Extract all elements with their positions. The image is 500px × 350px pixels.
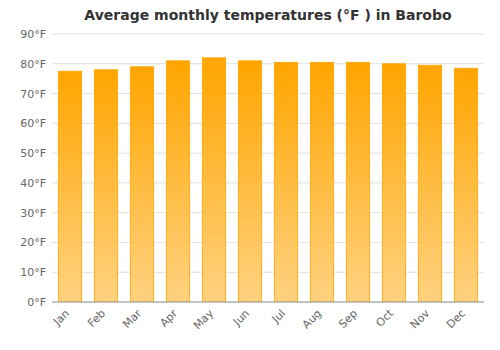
x-tick-label: Feb	[85, 307, 108, 330]
x-tick-label: Oct	[373, 306, 396, 329]
x-tick-label: Jul	[269, 307, 288, 326]
chart-svg: Average monthly temperatures (°F ) in Ba…	[0, 0, 500, 350]
grid-line	[52, 302, 484, 303]
x-tick-label: May	[191, 307, 217, 333]
x-axis: Jan Feb Mar Apr May Jun Jul Aug Sep Oct Nov Dec	[50, 306, 468, 332]
bar	[58, 71, 81, 302]
grid-line	[52, 34, 484, 35]
x-tick-label: Mar	[120, 307, 144, 331]
bar	[310, 62, 333, 302]
bars	[58, 58, 477, 302]
grid-line	[52, 63, 484, 64]
bar	[238, 61, 261, 302]
bar	[166, 61, 189, 302]
y-tick-label: 60°F	[20, 117, 46, 130]
x-tick-label: Apr	[157, 307, 180, 330]
x-tick-label: Sep	[336, 307, 360, 331]
title: Average monthly temperatures (°F ) in Ba…	[84, 7, 452, 23]
bar	[454, 68, 477, 302]
y-tick-label: 50°F	[20, 147, 46, 160]
bar	[346, 62, 369, 302]
bar	[94, 70, 117, 302]
bar	[418, 65, 441, 302]
bar	[274, 62, 297, 302]
bar	[202, 58, 225, 302]
y-tick-label: 20°F	[20, 236, 46, 249]
x-tick-label: Jan	[50, 307, 72, 329]
y-tick-label: 80°F	[20, 58, 46, 71]
y-tick-label: 10°F	[20, 266, 46, 279]
x-tick-label: Aug	[300, 307, 324, 331]
bar	[130, 67, 153, 302]
y-tick-label: 0°F	[27, 296, 46, 309]
y-tick-label: 40°F	[20, 177, 46, 190]
y-tick-label: 30°F	[20, 207, 46, 220]
bar	[382, 64, 405, 302]
x-axis-line	[52, 302, 484, 303]
x-tick-label: Dec	[444, 307, 468, 331]
y-tick-label: 90°F	[20, 28, 46, 41]
x-tick-label: Jun	[230, 307, 252, 329]
y-axis: 0°F 10°F 20°F 30°F 40°F 50°F 60°F 70°F 80°F 90°F	[20, 28, 46, 309]
grid	[52, 34, 484, 302]
x-tick-label: Nov	[408, 307, 433, 332]
y-tick-label: 70°F	[20, 88, 46, 101]
chart-container: Average monthly temperatures (°F ) in Ba…	[0, 0, 500, 350]
